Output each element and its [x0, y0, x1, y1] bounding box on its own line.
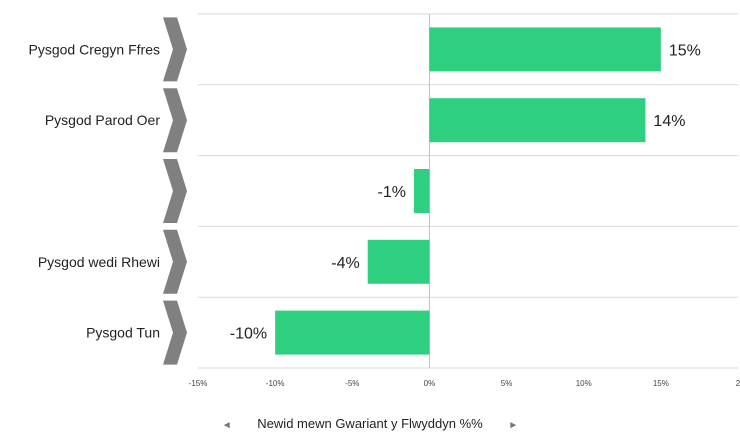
category-markers — [163, 17, 187, 365]
category-chevron — [163, 88, 187, 153]
x-tick-label: -10% — [266, 379, 285, 388]
category-label: Pysgod Parod Oer — [45, 112, 161, 128]
right-arrow-icon: ► — [508, 420, 519, 431]
x-tick-label: 0% — [424, 379, 436, 388]
bars — [275, 27, 661, 355]
category-label: Pysgod wedi Rhewi — [38, 254, 160, 270]
x-axis-title: Newid mewn Gwariant y Flwyddyn %% — [257, 416, 483, 431]
x-tick-label: 15% — [653, 379, 669, 388]
category-label: Pysgod Tun — [86, 325, 160, 341]
x-axis-ticks: -15% -10% -5% 0% 5% 10% 15% 2 — [189, 379, 740, 388]
category-label: Pysgod Cregyn Ffres — [29, 41, 161, 57]
category-labels: Pysgod Cregyn Ffres Pysgod Parod Oer Pysgo… — [29, 41, 161, 340]
x-axis-title-row: ◄ Newid mewn Gwariant y Flwyddyn %% ► — [0, 416, 740, 431]
data-labels: 15% 14% -1% -4% -10% — [230, 42, 701, 342]
x-tick-label: -15% — [189, 379, 208, 388]
data-label: -1% — [378, 184, 406, 201]
data-label: -4% — [331, 255, 359, 272]
bar — [367, 239, 430, 284]
category-chevron — [163, 229, 187, 294]
x-tick-label: -5% — [345, 379, 359, 388]
bar — [275, 310, 430, 355]
x-tick-label: 10% — [576, 379, 592, 388]
x-tick-label: 5% — [501, 379, 513, 388]
category-chevron — [163, 17, 187, 82]
bar — [429, 98, 646, 143]
left-arrow-icon: ◄ — [221, 420, 232, 431]
category-chevron — [163, 159, 187, 223]
grid-lines — [198, 13, 738, 369]
data-label: 15% — [669, 42, 701, 59]
category-chevron — [163, 300, 187, 365]
bar — [429, 27, 661, 72]
x-tick-label: 2 — [736, 379, 740, 388]
bar — [414, 169, 430, 213]
data-label: -10% — [230, 326, 267, 343]
data-label: 14% — [653, 113, 685, 130]
